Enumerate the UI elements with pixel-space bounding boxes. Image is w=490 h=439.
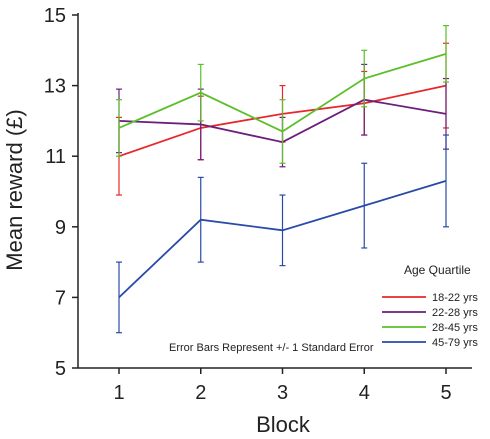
- x-tick-label: 1: [113, 382, 124, 404]
- series-28-45-yrs: [116, 24, 449, 164]
- y-tick-label: 9: [55, 217, 66, 239]
- x-tick-label: 3: [277, 382, 288, 404]
- series-line: [118, 52, 447, 133]
- axes: [77, 13, 472, 369]
- y-tick-label: 13: [44, 76, 66, 98]
- error-bar-note: Error Bars Represent +/- 1 Standard Erro…: [169, 342, 374, 354]
- legend-label: 22-28 yrs: [432, 307, 478, 319]
- x-tick-label: 5: [440, 382, 451, 404]
- legend-label: 45-79 yrs: [432, 337, 478, 349]
- x-tick-label: 4: [359, 382, 370, 404]
- series-line: [118, 180, 447, 299]
- legend-label: 18-22 yrs: [432, 292, 478, 304]
- series-layer: [116, 24, 449, 334]
- legend: Age Quartile 18-22 yrs 22-28 yrs 28-45 yrs…: [382, 263, 478, 349]
- y-tick-label: 5: [55, 358, 66, 380]
- x-axis-title: Block: [256, 412, 311, 437]
- x-axis-ticks: 1 2 3 4 5: [113, 368, 452, 404]
- series-45-79-yrs: [116, 134, 449, 334]
- legend-label: 28-45 yrs: [432, 322, 478, 334]
- y-tick-label: 15: [44, 5, 66, 27]
- y-axis-title: Mean reward (£): [2, 109, 27, 270]
- x-tick-label: 2: [195, 382, 206, 404]
- y-tick-label: 11: [45, 146, 66, 168]
- y-tick-label: 7: [55, 287, 66, 309]
- legend-title: Age Quartile: [404, 263, 471, 277]
- y-axis-ticks: 5 7 9 11 13 15: [44, 5, 78, 380]
